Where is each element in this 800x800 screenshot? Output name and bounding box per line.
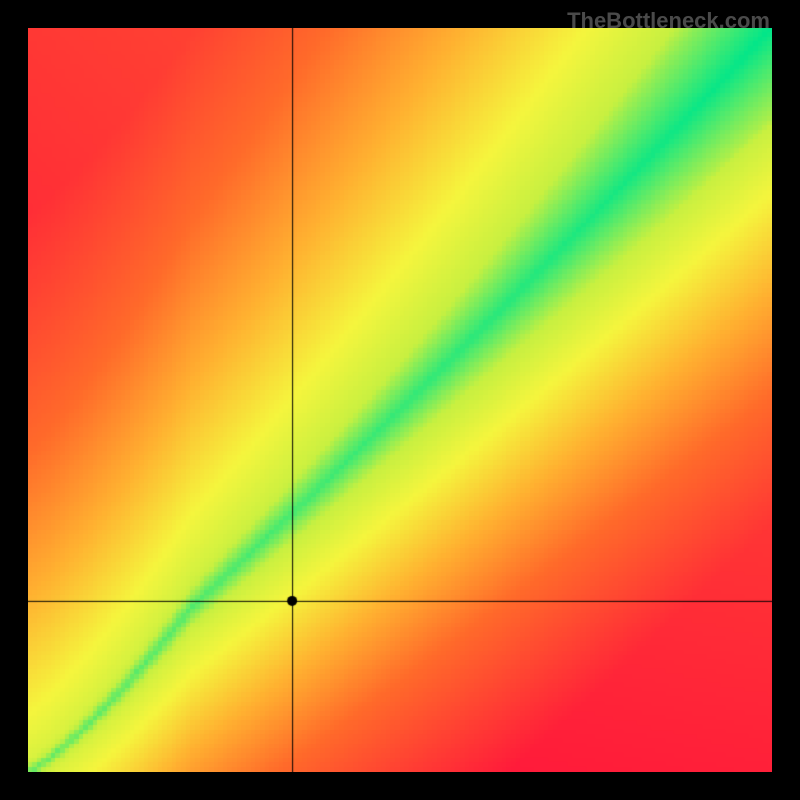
heatmap-canvas [28,28,772,772]
watermark-text: TheBottleneck.com [567,8,770,34]
bottleneck-heatmap [28,28,772,772]
